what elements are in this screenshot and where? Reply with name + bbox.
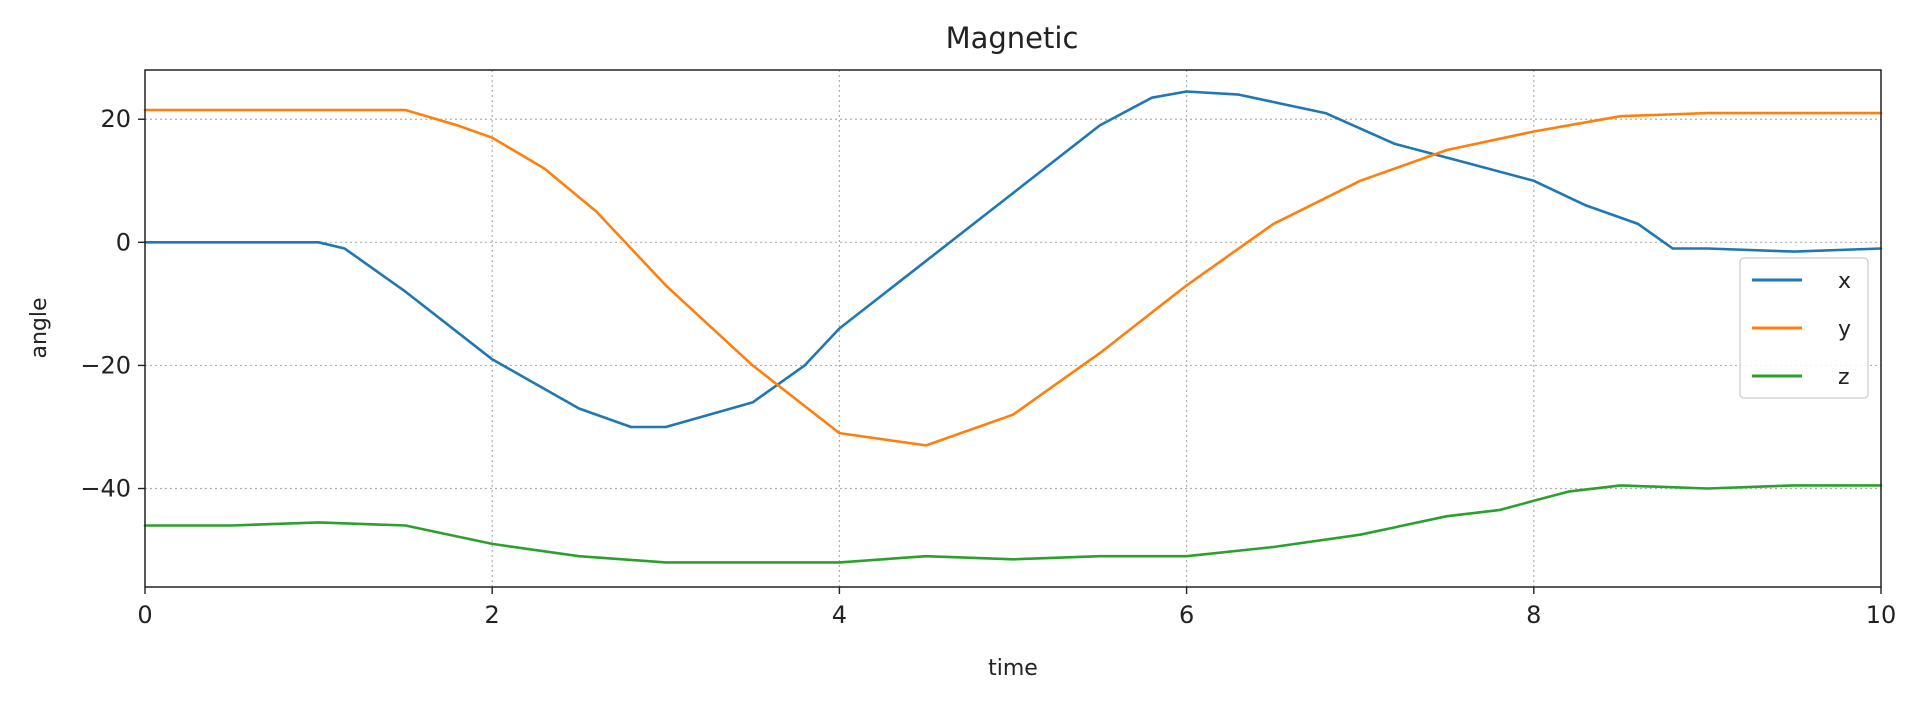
series-layer [143, 90, 1883, 564]
y-axis-ticks: −40 −20 0 20 [80, 105, 145, 503]
x-tick-label: 6 [1179, 601, 1194, 629]
x-tick-label: 0 [137, 601, 152, 629]
chart-title: Magnetic [946, 21, 1079, 55]
legend-box [1739, 257, 1869, 399]
x-tick-label: 2 [485, 601, 500, 629]
legend-label-z: z [1838, 365, 1850, 390]
y-tick-label: −40 [80, 475, 131, 503]
y-axis-label: angle [27, 297, 52, 358]
y-tick-label: 0 [116, 228, 131, 256]
plot-frame [144, 69, 1882, 588]
gridlines [145, 70, 1881, 587]
x-tick-label: 10 [1866, 601, 1897, 629]
legend: x y z [1739, 257, 1869, 399]
series-line-y [143, 108, 1883, 447]
series-line-x [143, 90, 1883, 429]
y-tick-label: 20 [100, 105, 131, 133]
x-tick-label: 8 [1526, 601, 1541, 629]
x-tick-label: 4 [832, 601, 847, 629]
legend-label-y: y [1838, 317, 1851, 342]
legend-label-x: x [1838, 269, 1851, 294]
y-tick-label: −20 [80, 351, 131, 379]
series-line-z [143, 484, 1883, 564]
x-axis-ticks: 0 2 4 6 8 10 [137, 587, 1896, 629]
x-axis-label: time [988, 656, 1038, 681]
